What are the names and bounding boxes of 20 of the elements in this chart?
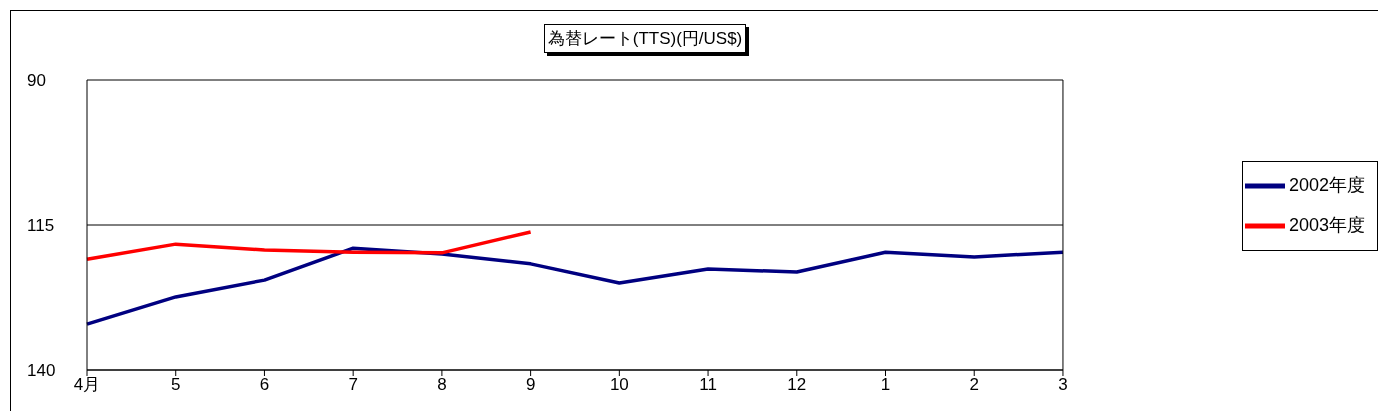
x-tick-label: 7 [348, 375, 358, 395]
x-tick-label: 6 [259, 375, 270, 395]
y-tick-label: 140 [27, 361, 56, 381]
x-tick-label: 2 [969, 375, 979, 395]
x-tick-label: 5 [170, 375, 181, 395]
x-tick-label: 11 [699, 375, 717, 395]
x-tick-label: 8 [437, 375, 447, 395]
chart-title: 為替レート(TTS)(円/US$) [543, 24, 747, 53]
x-tick-label: 10 [609, 375, 629, 395]
line-series [85, 230, 533, 261]
legend-label: 2002年度 [1288, 174, 1365, 195]
x-tick-label: 4月 [73, 375, 101, 395]
x-tick-label: 3 [1058, 375, 1068, 395]
y-tick-label: 90 [27, 71, 46, 91]
legend-label: 2003年度 [1288, 214, 1365, 235]
line-series [85, 246, 1065, 326]
y-tick-label: 115 [27, 216, 55, 236]
x-tick-label: 1 [880, 375, 891, 395]
x-tick-label: 9 [525, 375, 536, 395]
x-tick-label: 12 [787, 375, 807, 395]
